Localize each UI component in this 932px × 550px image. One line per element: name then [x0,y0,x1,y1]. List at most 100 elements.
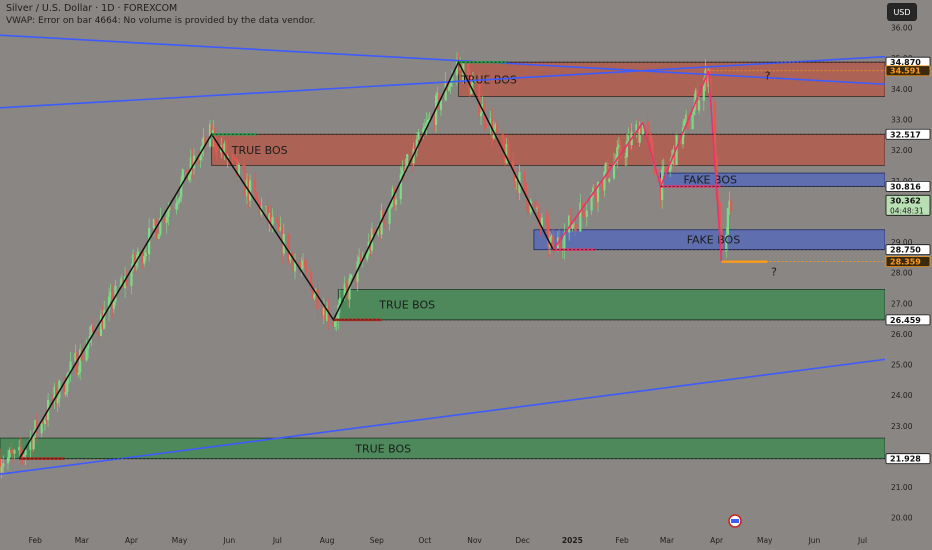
x-tick-label: Jun [222,536,235,545]
candle-body [236,159,239,177]
y-tick-label: 26.00 [891,330,913,339]
candle-body [479,112,483,117]
x-tick-label: 2025 [562,536,583,545]
candle-body [425,122,428,127]
price-tag-box-7 [885,314,931,326]
candle-body [164,217,167,223]
candle-body [414,148,417,151]
candle-body [494,124,497,129]
candle-body [268,213,271,223]
candle-body [74,352,77,362]
candle-body [141,251,144,264]
candle-body [301,260,305,268]
candle-body [402,167,406,172]
candle-body [718,202,721,229]
candle-body [191,157,194,169]
candle-body [152,218,156,229]
candle-body [135,260,138,266]
candle-body [455,62,459,76]
candle-body [535,207,539,209]
currency-button[interactable]: USD [887,3,917,21]
candle-body [181,169,184,182]
candle-body [215,147,218,153]
price-axis: 20.0021.0022.0023.0024.0025.0026.0027.00… [885,0,932,550]
candle-body [669,163,672,172]
candle-body [242,164,245,171]
candle-body [547,223,550,248]
candle-body [253,180,257,193]
candle-body [2,463,5,467]
x-tick-label: Feb [615,536,629,545]
candle-body [556,237,560,252]
candle-body [640,126,643,135]
candle-body [428,118,431,121]
candle-body [103,310,106,329]
candle-body [661,169,664,201]
candle-body [293,262,297,272]
candle-body [624,157,627,158]
candle-body [79,349,82,373]
candle-body [64,391,67,395]
candle-body [484,123,487,128]
candle-body [40,420,43,434]
candle-body [292,256,295,272]
candle-body [601,181,604,191]
candle-body [422,128,425,133]
candle-body [244,170,247,197]
candle-body [636,124,640,143]
candle-body [19,446,22,454]
candle-body [569,215,572,229]
candle-body [125,276,128,286]
candle-body [657,174,661,179]
candle-body [257,199,260,202]
candle-body [713,101,717,157]
bos-zone-4 [337,289,886,321]
price-tag-box-8 [885,453,931,465]
candle-body [378,225,382,235]
candle-body [715,156,718,200]
candle-body [34,420,37,435]
candle-body [608,178,611,182]
x-tick-label: Jul [272,536,282,545]
candle-body [603,171,606,191]
candle-body [21,453,24,457]
candle-body [311,284,314,299]
candle-body [574,223,577,232]
candle-body [249,180,252,201]
candle-body [6,457,10,464]
candle-body [35,420,38,434]
candle-body [234,158,237,160]
candle-body [107,296,111,311]
candle-body [305,267,308,273]
x-tick-label: Sep [370,536,384,545]
candle-body [585,210,588,217]
trend-line-0 [0,34,886,86]
bos-zone-0 [458,61,886,97]
candle-body [223,143,226,153]
x-tick-label: Mar [660,536,675,545]
candle-body [192,155,196,169]
zone-label-4: TRUE BOS [378,299,435,312]
y-tick-label: 34.00 [891,85,913,94]
bos-zone-1 [211,133,886,166]
candle-body [350,274,353,279]
candle-body [596,181,600,202]
candle-body [393,188,396,205]
candle-body [720,228,723,252]
candle-body [290,252,293,257]
candle-body [22,455,26,457]
candle-body [694,90,697,104]
candle-body [369,241,372,251]
symbol-title[interactable]: Silver / U.S. Dollar · 1D · FOREXCOM [6,3,178,14]
candle-body [451,75,454,83]
candle-body [178,197,181,202]
candle-body [358,256,361,262]
candle-body [337,305,340,321]
candle-body [90,325,93,336]
candle-body [67,372,71,374]
x-tick-label: Oct [418,536,431,545]
candle-body [359,256,362,262]
candle-body [672,149,675,157]
x-tick-label: Jul [857,536,867,545]
